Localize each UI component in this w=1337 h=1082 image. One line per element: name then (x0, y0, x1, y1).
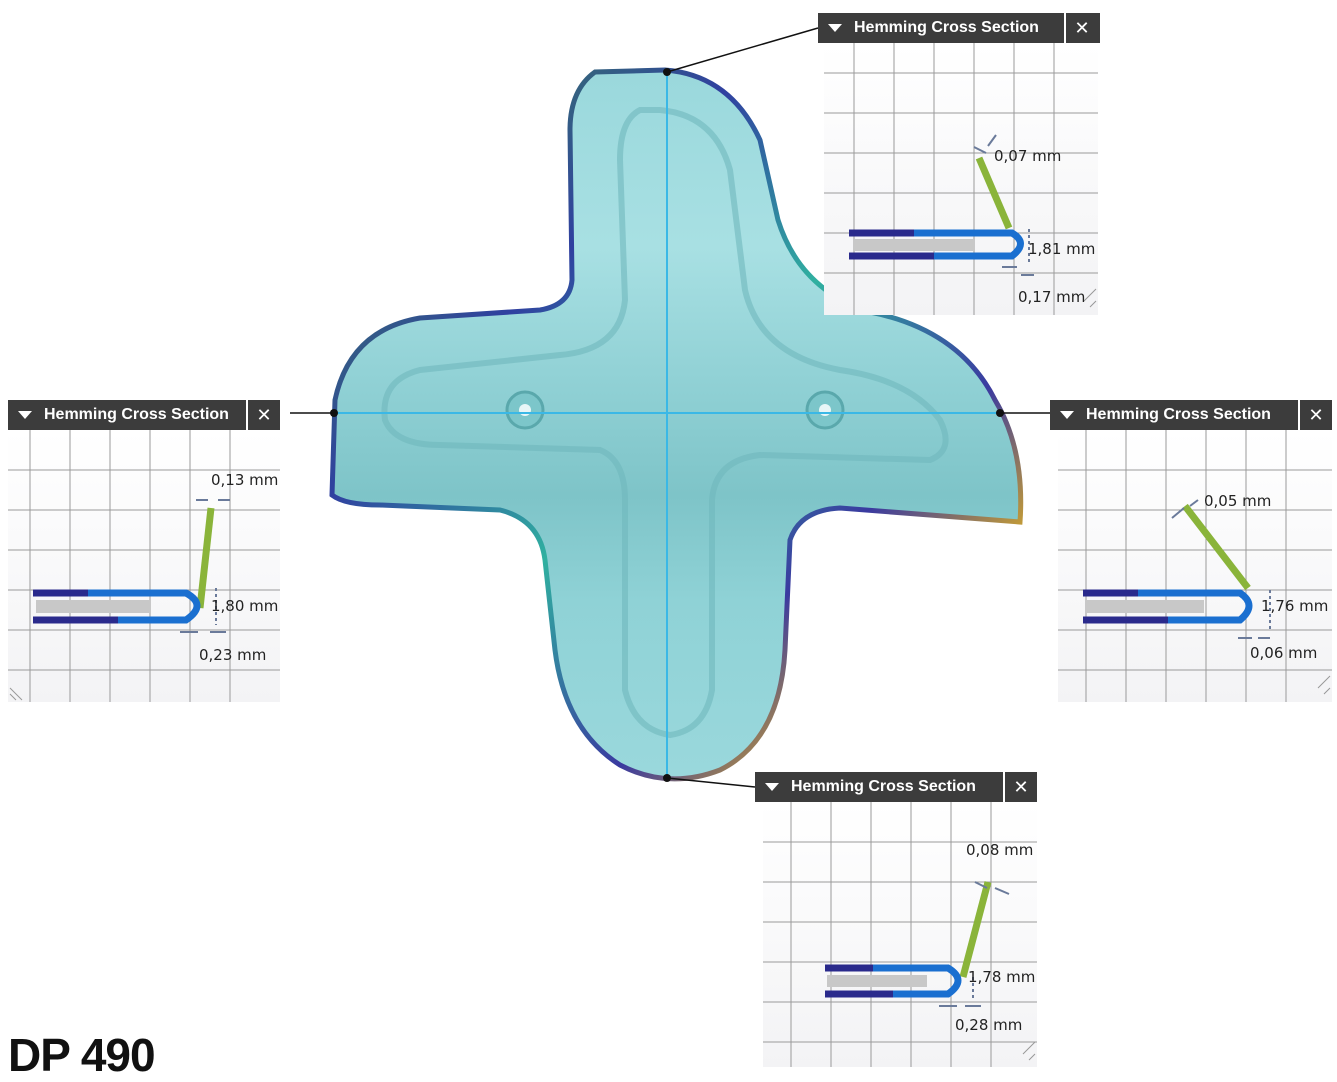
height-measure-label: 1,78 mm (968, 968, 1035, 986)
cross-section-view: 0,07 mm 1,81 mm 0,17 mm (824, 43, 1098, 315)
leader-line-bottom (667, 778, 755, 787)
gap-measure-label: 0,07 mm (994, 147, 1061, 165)
gap-measure-label: 0,05 mm (1204, 492, 1271, 510)
cross-section-view: 0,08 mm 1,78 mm 0,28 mm (763, 802, 1037, 1067)
triangle-down-icon[interactable] (1060, 411, 1074, 419)
offset-measure-label: 0,28 mm (955, 1016, 1022, 1034)
offset-measure-label: 0,23 mm (199, 646, 266, 664)
product-title: DP 490 (8, 1028, 155, 1082)
close-icon[interactable]: ✕ (1003, 772, 1037, 802)
panel-title: Hemming Cross Section (1086, 400, 1271, 430)
panel-header[interactable]: Hemming Cross Section ✕ (8, 400, 280, 430)
hemming-panel-right: Hemming Cross Section ✕ 0,05 mm (1050, 400, 1330, 685)
triangle-down-icon[interactable] (765, 783, 779, 791)
height-measure-label: 1,81 mm (1028, 240, 1095, 258)
cross-section-view: 0,05 mm 1,76 mm 0,06 mm (1058, 430, 1332, 702)
hemming-panel-bottom: Hemming Cross Section ✕ 0,08 mm (755, 772, 1035, 1057)
flange-outer (1185, 506, 1248, 588)
panel-header[interactable]: Hemming Cross Section ✕ (755, 772, 1037, 802)
gap-measure-label: 0,08 mm (966, 841, 1033, 859)
panel-header[interactable]: Hemming Cross Section ✕ (818, 13, 1100, 43)
cross-section-view: 0,13 mm 1,80 mm 0,23 mm (8, 430, 280, 702)
panel-title: Hemming Cross Section (44, 400, 229, 430)
panel-title: Hemming Cross Section (791, 772, 976, 802)
close-icon[interactable]: ✕ (246, 400, 280, 430)
gap-measure-label: 0,13 mm (211, 471, 278, 489)
height-measure-label: 1,80 mm (211, 597, 278, 615)
leader-line-top (667, 28, 818, 72)
flange-outer (963, 882, 988, 977)
hemming-panel-top: Hemming Cross Section ✕ 0,07 mm (818, 13, 1098, 298)
flange-outer (200, 508, 211, 608)
offset-measure-label: 0,17 mm (1018, 288, 1085, 306)
triangle-down-icon[interactable] (18, 411, 32, 419)
hemming-panel-left: Hemming Cross Section ✕ 0,13 mm (8, 400, 288, 685)
panel-title: Hemming Cross Section (854, 13, 1039, 43)
close-icon[interactable]: ✕ (1298, 400, 1332, 430)
panel-header[interactable]: Hemming Cross Section ✕ (1050, 400, 1332, 430)
height-measure-label: 1,76 mm (1261, 597, 1328, 615)
close-icon[interactable]: ✕ (1064, 13, 1098, 43)
triangle-down-icon[interactable] (828, 24, 842, 32)
offset-measure-label: 0,06 mm (1250, 644, 1317, 662)
